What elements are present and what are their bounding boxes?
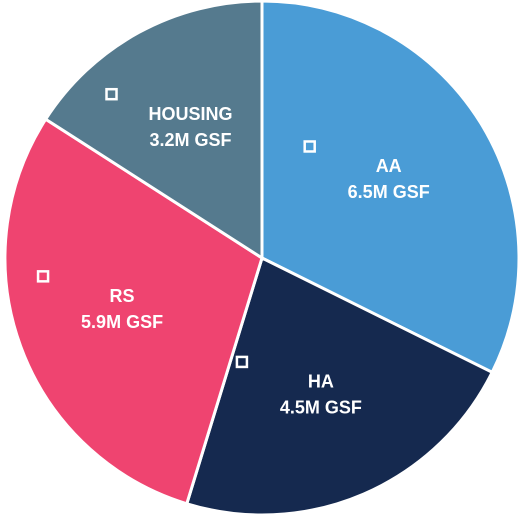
slice-label: AA: [376, 156, 402, 176]
slice-label: RS: [110, 286, 135, 306]
slice-label: HA: [308, 372, 334, 392]
pie-slice: [184, 255, 495, 516]
legend-marker: [235, 355, 249, 369]
slice-value-label: 6.5M GSF: [348, 182, 430, 202]
pie-slice: [43, 0, 264, 261]
legend-marker: [36, 270, 50, 283]
legend-marker: [303, 140, 316, 153]
slice-value-label: 3.2M GSF: [150, 130, 232, 150]
slice-value-label: 5.9M GSF: [81, 312, 163, 332]
pie-slice: [260, 0, 521, 375]
pie-slice: [3, 117, 264, 506]
legend-marker: [105, 87, 118, 101]
slice-label: HOUSING: [149, 104, 233, 124]
slice-value-label: 4.5M GSF: [280, 398, 362, 418]
